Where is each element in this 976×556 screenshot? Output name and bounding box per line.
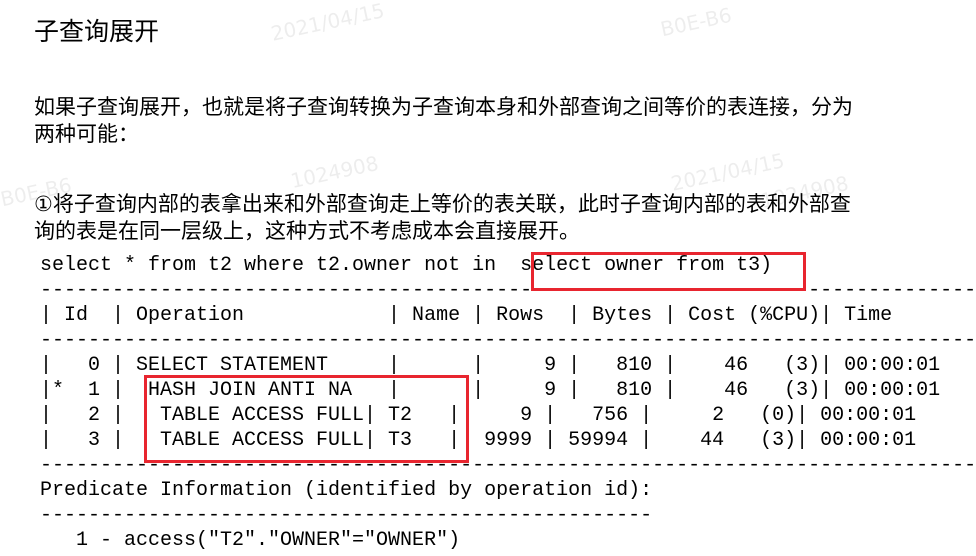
paragraph-line: 两种可能： (34, 122, 139, 146)
watermark: 1024908 (288, 151, 381, 193)
code-line: | 3 | TABLE ACCESS FULL| T3 | 9999 | 599… (40, 429, 917, 452)
code-line: select * from t2 where t2.owner not in s… (40, 254, 773, 277)
title: 子查询展开 (34, 17, 160, 46)
code-line: ----------------------------------------… (40, 329, 976, 352)
code-line: Predicate Information (identified by ope… (40, 479, 653, 502)
code-line: ----------------------------------------… (40, 454, 976, 477)
code-line: | 0 | SELECT STATEMENT | | 9 | 810 | 46 … (40, 354, 941, 377)
watermark: 2021/04/15 (268, 0, 387, 46)
paragraph-line: ①将子查询内部的表拿出来和外部查询走上等价的表关联，此时子查询内部的表和外部查 (34, 192, 851, 216)
code-line: | 2 | TABLE ACCESS FULL| T2 | 9 | 756 | … (40, 404, 917, 427)
code-line: | Id | Operation | Name | Rows | Bytes |… (40, 304, 893, 327)
code-line: |* 1 | HASH JOIN ANTI NA | | 9 | 810 | 4… (40, 379, 941, 402)
code-line: 1 - access("T2"."OWNER"="OWNER") (40, 529, 461, 552)
code-line: ----------------------------------------… (40, 504, 653, 527)
code-line: ----------------------------------------… (40, 279, 976, 302)
watermark: B0E-B6 (658, 2, 734, 42)
paragraph-line: 询的表是在同一层级上，这种方式不考虑成本会直接展开。 (34, 219, 580, 243)
paragraph-line: 如果子查询展开，也就是将子查询转换为子查询本身和外部查询之间等价的表连接，分为 (34, 95, 853, 119)
highlight-box (531, 252, 806, 291)
highlight-box (144, 375, 469, 463)
